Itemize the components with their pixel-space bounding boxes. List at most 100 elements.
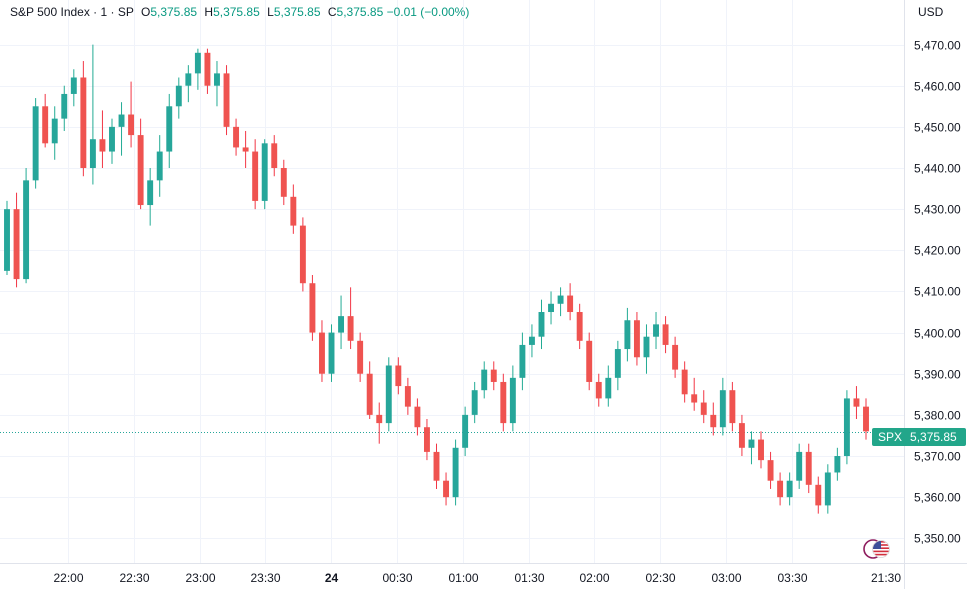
x-tick-label: 02:30 xyxy=(645,571,675,585)
candle xyxy=(662,316,669,354)
candle-body xyxy=(23,180,30,280)
candle-body xyxy=(109,126,115,152)
y-tick-label: 5,350.00 xyxy=(914,532,961,546)
candle xyxy=(261,139,268,210)
currency-label[interactable]: USD xyxy=(918,5,944,19)
candle-body xyxy=(586,340,593,382)
candle-body xyxy=(366,373,373,415)
candle xyxy=(128,81,135,148)
low-label: L xyxy=(267,5,274,19)
candle xyxy=(548,291,554,325)
candle-body xyxy=(395,365,402,387)
candle-body xyxy=(672,344,679,370)
candle xyxy=(443,472,450,506)
symbol-legend: S&P 500 Index · 1 · SP O5,375.85 H5,375.… xyxy=(10,4,469,20)
x-tick-label: 22:30 xyxy=(119,571,149,585)
candle xyxy=(214,61,220,107)
candle xyxy=(605,365,612,407)
candle-body xyxy=(204,52,211,86)
candle-body xyxy=(490,369,497,382)
close-value: 5,375.85 xyxy=(336,5,384,19)
candle-body xyxy=(624,320,631,350)
candle-body xyxy=(32,106,39,181)
candle-body xyxy=(385,365,392,424)
candle xyxy=(519,332,526,391)
candle-body xyxy=(805,451,812,485)
candle-body xyxy=(156,151,163,181)
candle-body xyxy=(80,77,87,169)
candle-body xyxy=(223,73,230,127)
candle xyxy=(614,340,621,391)
high-label: H xyxy=(204,5,214,19)
candle-body xyxy=(824,472,831,506)
candle xyxy=(423,418,430,461)
candle xyxy=(80,61,87,177)
candle-body xyxy=(433,451,440,481)
candle-body xyxy=(719,390,726,428)
candle xyxy=(166,93,173,169)
candle-body xyxy=(758,439,764,461)
candle-body xyxy=(653,324,659,337)
price-axis[interactable]: 5,350.00 5,360.00 5,370.00 5,380.00 5,390.00… xyxy=(904,0,962,589)
time-axis[interactable]: 22:00 22:30 23:00 23:30 24 00:30 01:00 01:30 02:… xyxy=(0,563,967,586)
candle-body xyxy=(357,340,364,374)
candle-body xyxy=(700,402,707,415)
candle xyxy=(280,159,287,206)
candle-body xyxy=(338,316,345,333)
candle-body xyxy=(233,126,240,148)
candle xyxy=(567,283,574,321)
candle-body xyxy=(815,484,822,506)
candle xyxy=(99,110,106,169)
candle-body xyxy=(834,456,841,473)
open-label: O xyxy=(140,5,151,19)
candle xyxy=(576,303,583,350)
candle xyxy=(89,44,96,185)
candle-body xyxy=(414,406,421,428)
candle xyxy=(815,476,822,514)
x-tick-label: 01:00 xyxy=(448,571,478,585)
candle-body xyxy=(118,114,125,127)
x-tick-label: 02:00 xyxy=(579,571,609,585)
price-tag-symbol: SPX xyxy=(878,430,903,444)
candle-body xyxy=(796,451,803,481)
close-label: C xyxy=(327,5,337,19)
x-tick-label: 00:30 xyxy=(382,571,412,585)
candle-body xyxy=(194,52,201,74)
candle-body xyxy=(99,139,106,152)
candle-body xyxy=(662,324,669,345)
candle xyxy=(299,217,306,292)
y-tick-label: 5,400.00 xyxy=(914,327,961,341)
y-tick-label: 5,390.00 xyxy=(914,368,961,382)
candle-body xyxy=(376,414,383,424)
candle xyxy=(137,118,144,210)
y-tick-label: 5,420.00 xyxy=(914,244,961,258)
candle xyxy=(385,357,392,432)
candle-body xyxy=(748,439,755,448)
candle xyxy=(242,130,249,169)
candle-body xyxy=(519,344,526,378)
candle-body xyxy=(242,147,249,152)
candle xyxy=(767,451,774,489)
candle xyxy=(347,287,354,350)
y-tick-label: 5,410.00 xyxy=(914,285,961,299)
candle xyxy=(42,93,49,148)
candle xyxy=(500,373,507,432)
candle-body xyxy=(853,398,860,407)
candle-body xyxy=(299,225,306,284)
candle-body xyxy=(185,73,192,86)
candle xyxy=(395,357,402,395)
candle-body xyxy=(738,423,745,448)
candle xyxy=(624,307,631,362)
candle-body xyxy=(347,316,354,341)
us-flag-icon[interactable] xyxy=(862,538,892,560)
candle-body xyxy=(777,480,784,498)
candle xyxy=(824,464,831,514)
candle-body xyxy=(576,312,583,341)
candle-body xyxy=(567,295,574,313)
candle xyxy=(223,65,230,136)
candle-body xyxy=(423,427,430,452)
candle xyxy=(175,77,182,119)
candle xyxy=(32,98,39,189)
candle xyxy=(61,85,68,131)
